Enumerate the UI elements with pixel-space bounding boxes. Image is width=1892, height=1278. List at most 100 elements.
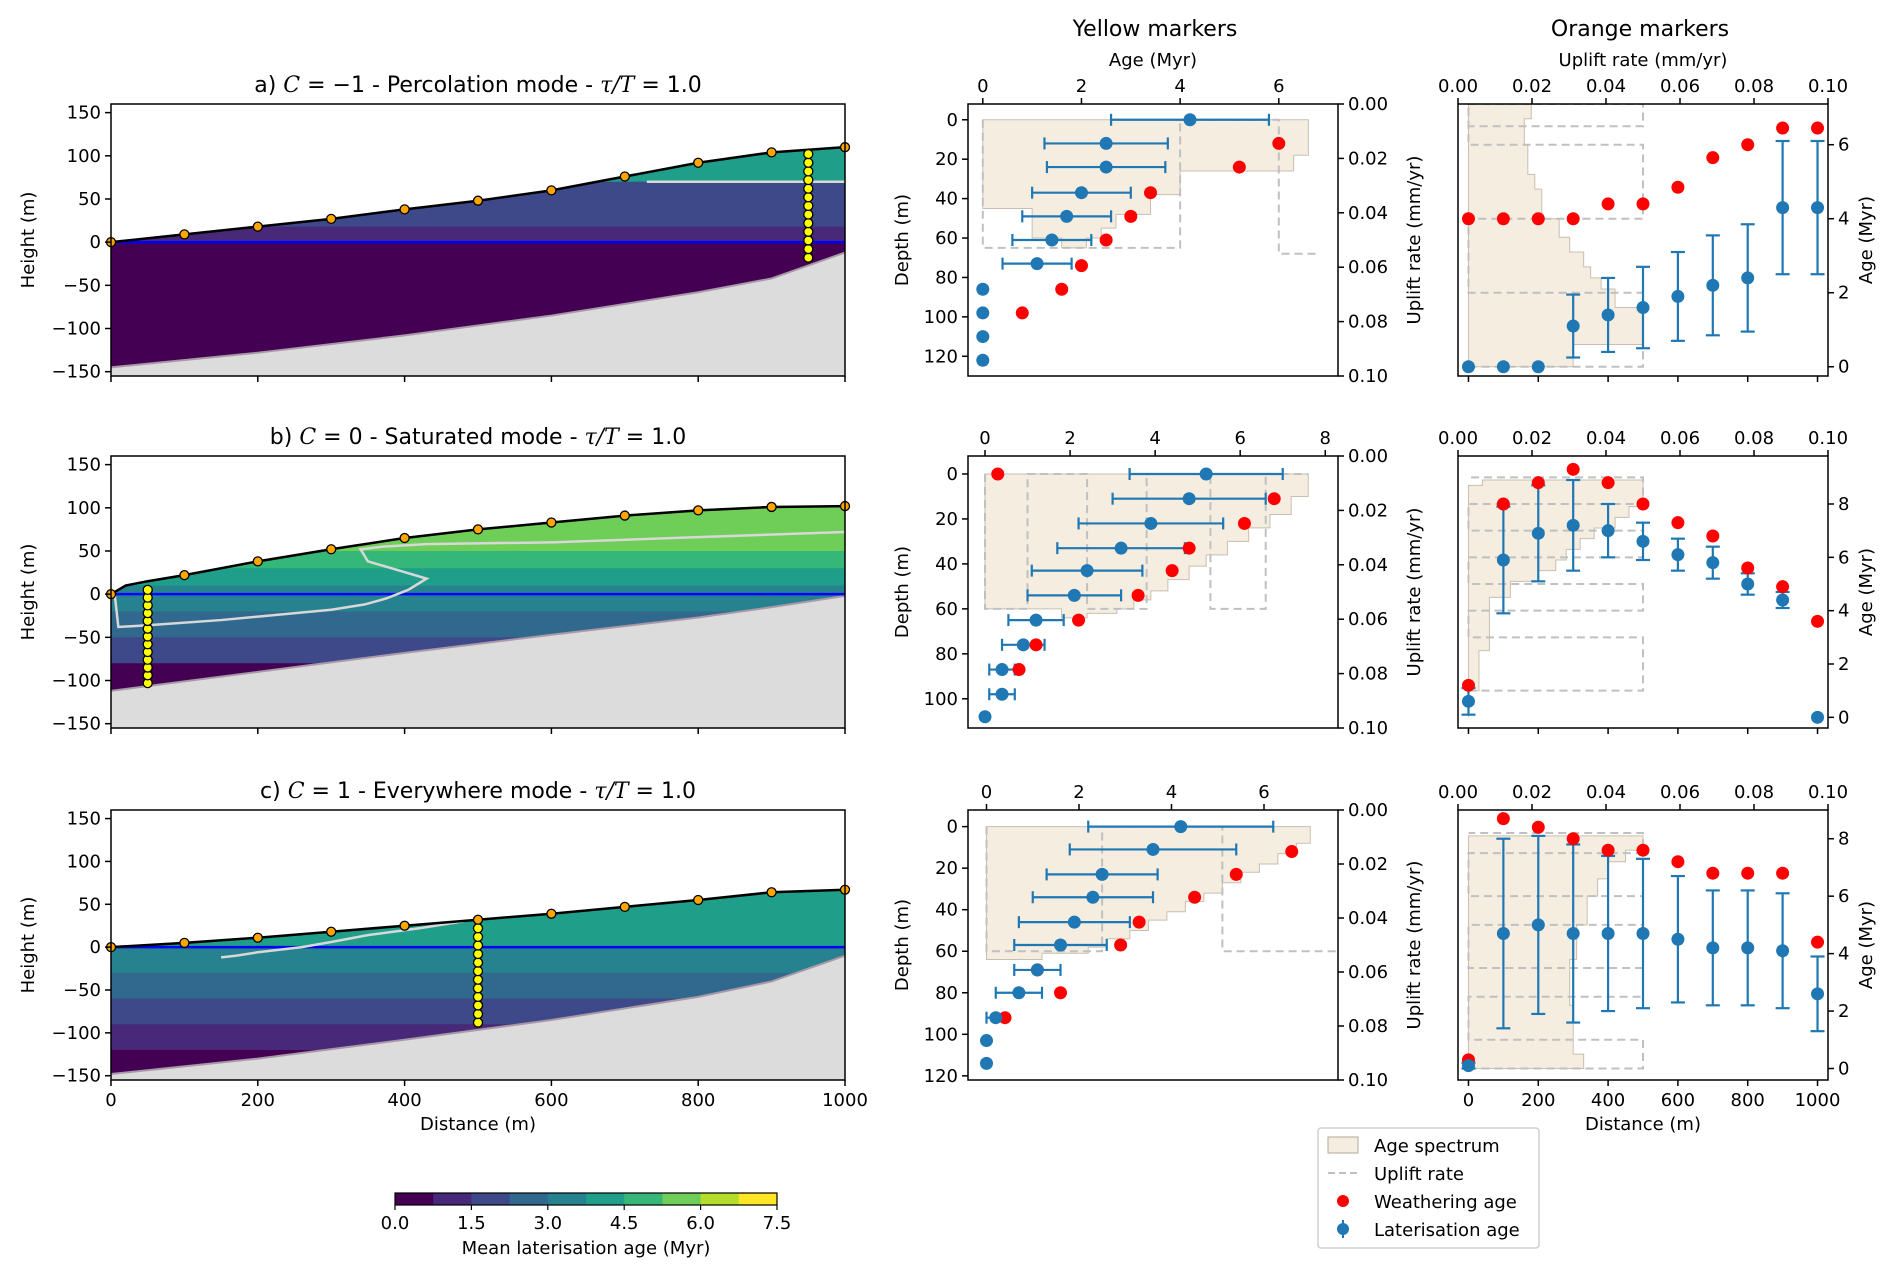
panel-plot-area — [1467, 104, 1825, 368]
age-spectrum — [1467, 835, 1644, 1070]
depth-axis-label: Depth (m) — [892, 194, 913, 286]
colorbar-tick-label: 1.5 — [457, 1213, 486, 1234]
legend-spectrum-swatch — [1327, 1136, 1359, 1154]
axes-frame — [967, 809, 1339, 1081]
weathering-age-point — [1776, 866, 1790, 880]
axes-frame — [1457, 809, 1829, 1081]
weathering-age-point — [1601, 197, 1615, 211]
y-tick-label: 60 — [935, 941, 958, 962]
y-tick-label: 50 — [78, 189, 101, 210]
orange-marker — [472, 195, 484, 206]
colorbar-segment — [547, 1193, 587, 1205]
weathering-age-point — [1706, 866, 1720, 880]
y-tick-label: −150 — [52, 714, 101, 735]
colorbar-tick-label: 6.0 — [686, 1213, 715, 1234]
laterisation-age-point — [1016, 638, 1030, 652]
colorbar-segment — [662, 1193, 702, 1205]
weathering-age-point — [1636, 843, 1650, 857]
laterisation-age-point — [1045, 233, 1059, 247]
laterisation-age-point — [1114, 541, 1128, 555]
colorbar-tick-label: 3.0 — [533, 1213, 562, 1234]
yellow-marker — [472, 965, 484, 977]
weathering-age-point — [1054, 986, 1067, 1000]
weathering-age-point — [1601, 843, 1615, 857]
weathering-age-point — [1811, 935, 1825, 949]
age-axis-label: Age (Myr) — [1856, 901, 1877, 989]
right-y-tick-label: 0.08 — [1348, 664, 1388, 685]
orange-marker — [326, 213, 337, 224]
y-tick-label: 60 — [935, 228, 958, 249]
top-x-tick-label: 0.08 — [1734, 76, 1774, 97]
uplift-axis-label: Uplift rate (mm/yr) — [1404, 861, 1425, 1030]
right-y-tick-label: 6 — [1838, 547, 1849, 568]
top-x-tick-label: 0.02 — [1512, 782, 1552, 803]
legend-weathering-dot — [1337, 1195, 1349, 1207]
weathering-age-point — [1012, 663, 1026, 677]
bedrock-area — [111, 252, 845, 376]
laterisation-age-point — [1099, 136, 1113, 150]
weathering-age-point — [1531, 820, 1545, 834]
yellow-marker — [803, 192, 814, 203]
weathering-age-point — [1741, 866, 1755, 880]
weathering-age-point — [1776, 580, 1790, 594]
weathering-age-point — [1232, 160, 1246, 174]
x-tick-label: 200 — [241, 1090, 275, 1111]
colorbar-segment — [509, 1193, 549, 1205]
top-x-tick-label: 0.06 — [1660, 76, 1700, 97]
orange-marker — [326, 544, 337, 555]
right-y-tick-label: 0.06 — [1348, 962, 1388, 983]
laterisation-age-point — [1601, 524, 1615, 538]
weathering-age-point — [1671, 180, 1685, 194]
laterisation-age-point — [1776, 944, 1790, 958]
depth-axis-label: Depth (m) — [892, 899, 913, 991]
laterisation-age-point — [1811, 201, 1825, 215]
right-y-tick-label: 4 — [1838, 944, 1849, 965]
axes-frame — [110, 455, 846, 729]
weathering-age-point — [1132, 915, 1146, 929]
weathering-age-point — [998, 1011, 1012, 1025]
y-tick-label: −50 — [63, 627, 101, 648]
yellow-marker — [803, 209, 814, 220]
right-y-tick-label: 8 — [1838, 829, 1849, 850]
top-x-tick-label: 0.04 — [1586, 76, 1626, 97]
laterisation-age-point — [1741, 271, 1755, 285]
laterisation-age-point — [1496, 927, 1510, 941]
top-x-tick-label: 0 — [981, 782, 992, 803]
right-y-tick-label: 0.00 — [1348, 800, 1388, 821]
laterisation-age-point — [980, 1056, 993, 1070]
age-axis-label: Age (Myr) — [1856, 548, 1877, 636]
weathering-age-point — [1531, 212, 1545, 226]
age-spectrum — [982, 119, 1309, 249]
x-axis-label: Distance (m) — [420, 1114, 536, 1135]
y-tick-label: −100 — [52, 1023, 101, 1044]
laterisation-age-point — [1030, 963, 1044, 977]
y-tick-label: 100 — [67, 146, 101, 167]
laterisation-age-point — [1706, 941, 1720, 955]
age-isoline — [113, 530, 845, 629]
uplift-rate-line — [984, 472, 1309, 610]
laterisation-age-point — [1461, 694, 1475, 708]
orange-marker — [179, 937, 190, 949]
laterisation-age-point — [1074, 186, 1088, 200]
yellow-marker — [803, 157, 814, 168]
orange-marker — [619, 171, 630, 182]
legend-weathering-label: Weathering age — [1374, 1192, 1517, 1213]
laterisation-age-point — [1566, 927, 1580, 941]
yellow-marker — [803, 252, 814, 263]
weathering-age-point — [1237, 516, 1251, 530]
legend-laterisation-label: Laterisation age — [1374, 1220, 1520, 1241]
panel-plot-area — [1461, 831, 1825, 1070]
laterisation-age-point — [1144, 516, 1158, 530]
laterisation-age-point — [1095, 867, 1109, 881]
weathering-age-point — [1055, 282, 1069, 296]
x-tick-label: 600 — [1661, 1090, 1695, 1111]
colorbar-frame — [394, 1192, 778, 1206]
laterisation-age-point — [1706, 278, 1720, 292]
weathering-age-point — [1566, 462, 1580, 476]
orange-marker — [693, 894, 704, 906]
y-tick-label: 40 — [935, 189, 958, 210]
colorbar: 0.0 1.5 3.0 4.5 6.0 7.5 — [381, 1192, 791, 1234]
top-x-tick-label: 8 — [1320, 428, 1331, 449]
